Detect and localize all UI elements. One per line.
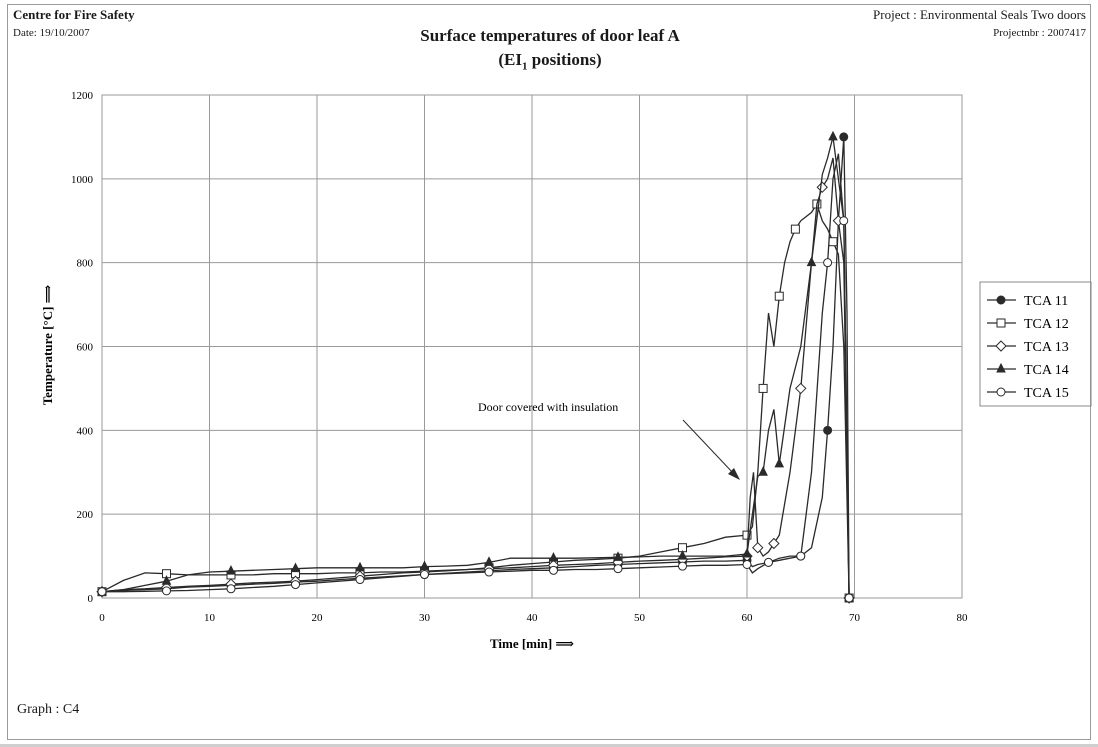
legend-label: TCA 14 bbox=[1024, 363, 1069, 378]
y-axis-label: Temperature [°C] ⟹ bbox=[40, 284, 55, 405]
project-number: Projectnbr : 2007417 bbox=[993, 27, 1086, 39]
marker-square-open bbox=[828, 237, 838, 247]
y-tick-label: 800 bbox=[77, 258, 94, 270]
annotation-arrow bbox=[682, 419, 735, 475]
marker-circle-open bbox=[291, 580, 300, 590]
x-axis-label: Time [min] ⟹ bbox=[490, 636, 574, 651]
marker-circle-open bbox=[226, 584, 236, 594]
marker-square-open bbox=[758, 383, 768, 393]
marker-triangle-filled bbox=[226, 565, 236, 575]
marker-triangle-filled bbox=[484, 556, 494, 566]
marker-triangle-filled bbox=[290, 562, 301, 573]
chart-legend: TCA 11 TCA 12 TCA 13 TCA 14 TCA 15 bbox=[979, 281, 1092, 407]
series-line bbox=[102, 153, 850, 599]
series-tca-11 bbox=[97, 132, 854, 603]
chart-grid bbox=[101, 94, 963, 599]
marker-diamond-open bbox=[752, 541, 764, 554]
legend-label: TCA 11 bbox=[1024, 294, 1068, 309]
marker-triangle-filled bbox=[161, 575, 172, 585]
marker-circle-open bbox=[764, 557, 773, 567]
marker-square-open bbox=[996, 318, 1006, 328]
x-tick-label: 30 bbox=[419, 612, 431, 624]
y-tick-label: 400 bbox=[77, 425, 94, 437]
y-tick-label: 1000 bbox=[71, 174, 94, 186]
y-tick-label: 200 bbox=[77, 509, 94, 521]
marker-circle-open bbox=[996, 387, 1006, 397]
marker-triangle-filled bbox=[548, 552, 559, 562]
marker-circle-open bbox=[678, 561, 687, 571]
series-line bbox=[101, 136, 850, 599]
x-tick-label: 20 bbox=[312, 612, 324, 624]
marker-diamond-open bbox=[795, 382, 807, 395]
annotation-arrowhead bbox=[728, 468, 740, 480]
marker-triangle-filled bbox=[828, 130, 838, 141]
project-name: Project : Environmental Seals Two doors bbox=[873, 7, 1086, 22]
marker-circle-filled bbox=[839, 132, 849, 142]
marker-circle-open bbox=[823, 258, 833, 268]
marker-circle-open bbox=[742, 559, 752, 569]
chart-annotation: Door covered with insulation bbox=[478, 400, 618, 414]
graph-label: Graph : C4 bbox=[17, 702, 80, 717]
marker-diamond-open bbox=[995, 340, 1007, 352]
marker-circle-open bbox=[97, 587, 107, 597]
x-tick-label: 40 bbox=[527, 612, 539, 624]
marker-circle-open bbox=[355, 575, 365, 585]
marker-triangle-filled bbox=[419, 560, 430, 571]
marker-circle-open bbox=[484, 567, 494, 577]
series-tca-12 bbox=[97, 199, 854, 603]
page-bottom-edge bbox=[0, 744, 1098, 747]
y-tick-label: 600 bbox=[77, 342, 94, 354]
marker-diamond-open bbox=[768, 537, 780, 550]
x-tick-label: 10 bbox=[204, 612, 216, 624]
marker-square-open bbox=[742, 530, 752, 540]
x-tick-label: 70 bbox=[849, 612, 861, 624]
marker-circle-open bbox=[162, 586, 171, 596]
marker-circle-open bbox=[839, 216, 849, 226]
x-tick-label: 0 bbox=[99, 612, 105, 624]
marker-circle-open bbox=[549, 565, 558, 575]
x-tick-label: 60 bbox=[742, 612, 754, 624]
legend-label: TCA 12 bbox=[1024, 317, 1069, 332]
marker-circle-open bbox=[844, 593, 854, 603]
marker-square-open bbox=[774, 291, 784, 301]
marker-circle-filled bbox=[823, 425, 833, 435]
marker-triangle-filled bbox=[774, 457, 785, 468]
marker-diamond-open bbox=[816, 181, 828, 193]
chart-series bbox=[96, 130, 855, 604]
marker-circle-open bbox=[420, 570, 429, 580]
marker-triangle-filled bbox=[355, 561, 365, 572]
y-tick-label: 1200 bbox=[71, 90, 94, 102]
report-date: Date: 19/10/2007 bbox=[13, 27, 90, 39]
y-tick-label: 0 bbox=[88, 593, 94, 605]
series-tca-15 bbox=[97, 153, 854, 603]
marker-triangle-filled bbox=[996, 362, 1006, 373]
org-name: Centre for Fire Safety bbox=[13, 7, 135, 22]
marker-square-open bbox=[790, 224, 800, 234]
series-line bbox=[101, 136, 850, 599]
marker-triangle-filled bbox=[758, 466, 768, 476]
marker-circle-filled bbox=[996, 295, 1006, 305]
series-line bbox=[101, 157, 850, 599]
chart-subtitle: (EI1 positions) bbox=[498, 50, 602, 73]
legend-box bbox=[979, 281, 1092, 407]
legend-label: TCA 13 bbox=[1024, 340, 1069, 355]
marker-triangle-filled bbox=[806, 256, 817, 267]
marker-triangle-filled bbox=[677, 549, 688, 560]
marker-circle-open bbox=[796, 551, 806, 561]
legend-label: TCA 15 bbox=[1024, 386, 1069, 401]
chart-title: Surface temperatures of door leaf A bbox=[420, 26, 680, 45]
marker-triangle-filled bbox=[613, 551, 623, 561]
marker-circle-open bbox=[613, 564, 623, 574]
marker-triangle-filled bbox=[742, 547, 752, 558]
series-tca-14 bbox=[97, 130, 854, 602]
x-tick-label: 80 bbox=[957, 612, 969, 624]
x-tick-label: 50 bbox=[634, 612, 646, 624]
